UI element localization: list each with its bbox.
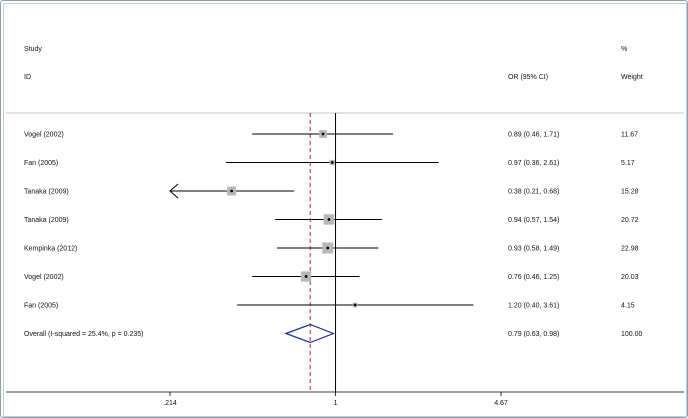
truncation-arrow <box>169 183 179 199</box>
study-ci-text: 1.20 (0.40, 3.61) <box>508 303 559 310</box>
overall-label: Overall (I-squared = 25.4%, p = 0.235) <box>24 331 143 338</box>
point-estimate <box>321 132 325 136</box>
point-estimate <box>330 161 334 164</box>
header-study: Study <box>24 46 42 53</box>
study-ci-text: 0.89 (0.46, 1.71) <box>508 132 559 139</box>
chart-panel <box>3 3 687 417</box>
study-weight: 15.28 <box>621 189 639 196</box>
study-ci-text: 0.94 (0.57, 1.54) <box>508 217 559 224</box>
study-weight: 4.15 <box>621 303 635 310</box>
point-estimate <box>230 189 234 193</box>
x-tick-label: 4.67 <box>494 400 508 407</box>
x-tick-label: 1 <box>334 400 338 407</box>
study-label: Fan (2005) <box>24 160 58 167</box>
point-estimate <box>304 275 308 278</box>
x-tick-label: .214 <box>163 400 177 407</box>
header-percent: % <box>621 46 627 53</box>
header-or: OR (95% CI) <box>508 74 548 81</box>
study-label: Tanaka (2009) <box>24 189 69 196</box>
study-ci-text: 0.97 (0.36, 2.61) <box>508 160 559 167</box>
study-rows: Vogel (2002) 0.89 (0.46, 1.71) 11.67 Fan (2… <box>24 113 643 407</box>
study-weight: 22.98 <box>621 246 639 253</box>
study-weight: 20.72 <box>621 217 639 224</box>
study-ci-text: 0.76 (0.46, 1.25) <box>508 274 559 281</box>
overall-diamond <box>284 323 336 344</box>
overall-weight: 100.00 <box>621 331 643 338</box>
study-ci-text: 0.93 (0.58, 1.49) <box>508 246 559 253</box>
header-weight: Weight <box>621 74 643 81</box>
point-estimate <box>326 246 330 250</box>
study-weight: 20.03 <box>621 274 639 281</box>
study-weight: 11.67 <box>621 132 638 139</box>
header-id: ID <box>24 74 31 81</box>
study-weight: 5.17 <box>621 160 635 167</box>
study-label: Vogel (2002) <box>24 132 64 139</box>
study-ci-text: 0.38 (0.21, 0.68) <box>508 189 559 196</box>
point-estimate <box>353 303 357 307</box>
study-label: Tanaka (2009) <box>24 217 69 224</box>
overall-ci-text: 0.79 (0.63, 0.98) <box>508 331 559 338</box>
study-label: Fan (2005) <box>24 303 58 310</box>
point-estimate <box>327 218 331 221</box>
study-label: Kempinka (2012) <box>24 246 77 253</box>
study-label: Vogel (2002) <box>24 274 64 281</box>
